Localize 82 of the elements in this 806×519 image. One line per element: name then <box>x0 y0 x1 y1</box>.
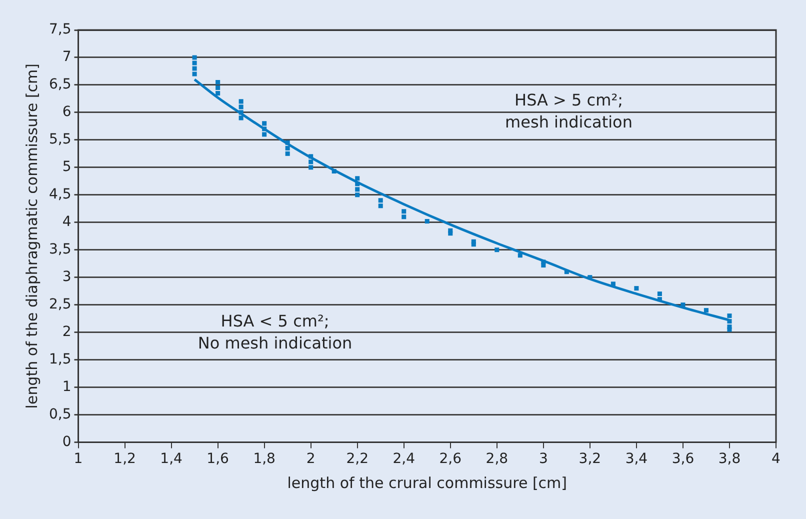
point <box>657 297 662 302</box>
point <box>308 154 314 159</box>
point <box>216 90 220 96</box>
point <box>192 66 197 71</box>
x-tick-label: 2,2 <box>346 451 368 468</box>
point <box>262 132 267 137</box>
point <box>238 104 244 110</box>
point <box>657 292 662 296</box>
point <box>192 72 197 76</box>
x-tick-label: 3,8 <box>718 451 741 468</box>
annotation: HSA < 5 cm²; No mesh indication <box>198 312 352 353</box>
point <box>238 116 244 120</box>
point <box>192 55 197 60</box>
point <box>494 248 500 252</box>
x-tick-label: 2,8 <box>486 451 508 468</box>
point <box>332 168 336 174</box>
point <box>355 192 360 198</box>
y-tick-label: 0,5 <box>49 406 72 422</box>
point <box>192 60 197 66</box>
point <box>424 219 430 224</box>
x-tick-label: 2,4 <box>392 451 416 468</box>
x-tick-label: 3,4 <box>625 451 648 468</box>
x-tick-label: 1,4 <box>160 451 183 468</box>
point <box>378 198 383 203</box>
point <box>238 99 244 104</box>
point <box>285 146 290 150</box>
y-tick-label: 2 <box>62 324 72 340</box>
point <box>564 270 569 274</box>
point <box>355 187 360 192</box>
point <box>285 140 290 145</box>
point <box>355 176 360 181</box>
y-tick-label: 0 <box>62 434 72 450</box>
point <box>727 319 732 324</box>
point <box>378 204 383 208</box>
point <box>285 151 290 156</box>
x-tick-label: 1 <box>74 451 83 468</box>
y-tick-label: 5 <box>62 159 72 176</box>
point <box>238 110 244 115</box>
x-tick-label: 1,6 <box>206 451 230 468</box>
x-tick-label: 3,6 <box>672 451 694 468</box>
y-tick-label: 7 <box>62 49 72 66</box>
point <box>471 242 476 247</box>
point <box>216 85 220 90</box>
y-axis-title: length of the diaphragmatic commissure [cm] <box>22 64 41 409</box>
y-tick-label: 6 <box>62 104 72 120</box>
y-tick-label: 2,5 <box>49 296 72 312</box>
x-tick-label: 2,6 <box>439 451 462 468</box>
x-axis-title: length of the crural commissure [cm] <box>287 474 568 492</box>
point <box>704 308 708 313</box>
point <box>402 214 406 220</box>
point <box>308 160 314 164</box>
y-tick-label: 1,5 <box>49 351 72 368</box>
point <box>634 286 639 291</box>
x-tick-label: 3 <box>538 451 548 468</box>
point <box>402 209 406 214</box>
point <box>216 80 220 84</box>
point <box>262 126 267 132</box>
point <box>308 165 314 170</box>
y-tick-label: 3,5 <box>49 241 72 258</box>
x-tick-label: 4 <box>772 451 781 468</box>
x-tick-label: 1,8 <box>253 451 276 468</box>
y-tick-label: 1 <box>62 378 72 395</box>
point <box>588 275 592 280</box>
y-tick-label: 4,5 <box>49 186 72 203</box>
y-tick-label: 3 <box>62 268 72 285</box>
y-tick-label: 4 <box>62 214 72 230</box>
annotation: HSA > 5 cm²; mesh indication <box>505 90 632 132</box>
x-tick-label: 1,2 <box>114 451 136 468</box>
y-tick-label: 6,5 <box>49 76 72 93</box>
x-tick-label: 3,2 <box>578 451 602 468</box>
point <box>727 327 732 332</box>
point <box>610 282 616 286</box>
point <box>448 231 453 236</box>
point <box>518 253 522 258</box>
x-tick-label: 2 <box>306 451 316 468</box>
point <box>262 121 267 126</box>
point <box>541 262 546 268</box>
y-tick-label: 7,5 <box>49 22 72 38</box>
y-tick-label: 5,5 <box>49 132 72 148</box>
point <box>680 302 686 308</box>
point <box>727 314 732 318</box>
point <box>355 182 360 186</box>
